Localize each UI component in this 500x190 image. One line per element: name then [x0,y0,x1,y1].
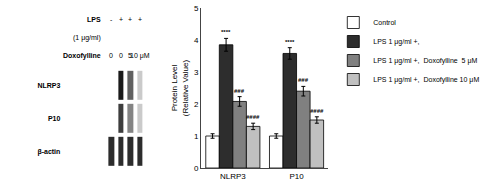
svg-text:####: #### [310,108,324,114]
svg-text:+: + [138,16,142,23]
svg-text:+: + [119,16,123,23]
svg-text:###: ### [234,88,245,94]
svg-text:+: + [128,16,132,23]
svg-text:LPS 1 μg/ml +, Doxofylline 10: LPS 1 μg/ml +, Doxofylline 10 μM [373,76,479,84]
svg-text:0: 0 [194,164,199,173]
svg-text:5: 5 [128,52,132,59]
svg-text:0: 0 [119,52,123,59]
svg-text:LPS 1 μg/ml +, Doxofylline 5: LPS 1 μg/ml +, Doxofylline 5 μM [373,57,477,65]
svg-text:0: 0 [109,52,113,59]
svg-text:###: ### [298,77,309,83]
svg-text:β-actin: β-actin [37,148,60,156]
svg-text:P10: P10 [48,115,61,122]
svg-text:4: 4 [194,36,199,45]
svg-text:5: 5 [194,4,199,13]
svg-text:10 μM: 10 μM [130,52,150,60]
svg-text:P10: P10 [289,172,304,181]
svg-text:-: - [110,16,113,23]
svg-text:1: 1 [194,132,199,141]
svg-text:LPS 1 μg/ml +,: LPS 1 μg/ml +, [373,38,419,46]
svg-text:****: **** [221,29,231,35]
svg-text:(1 μg/ml): (1 μg/ml) [73,34,101,42]
svg-text:####: #### [246,114,260,120]
svg-text:Protein Level(Relative Value): Protein Level(Relative Value) [170,60,189,117]
svg-text:3: 3 [194,68,199,77]
svg-text:Doxofylline: Doxofylline [63,52,101,60]
svg-text:Control: Control [373,19,396,26]
svg-text:2: 2 [194,100,199,109]
svg-text:LPS: LPS [87,16,101,23]
svg-text:NLRP3: NLRP3 [37,82,60,89]
svg-text:NLRP3: NLRP3 [220,172,246,181]
svg-text:****: **** [285,39,295,45]
